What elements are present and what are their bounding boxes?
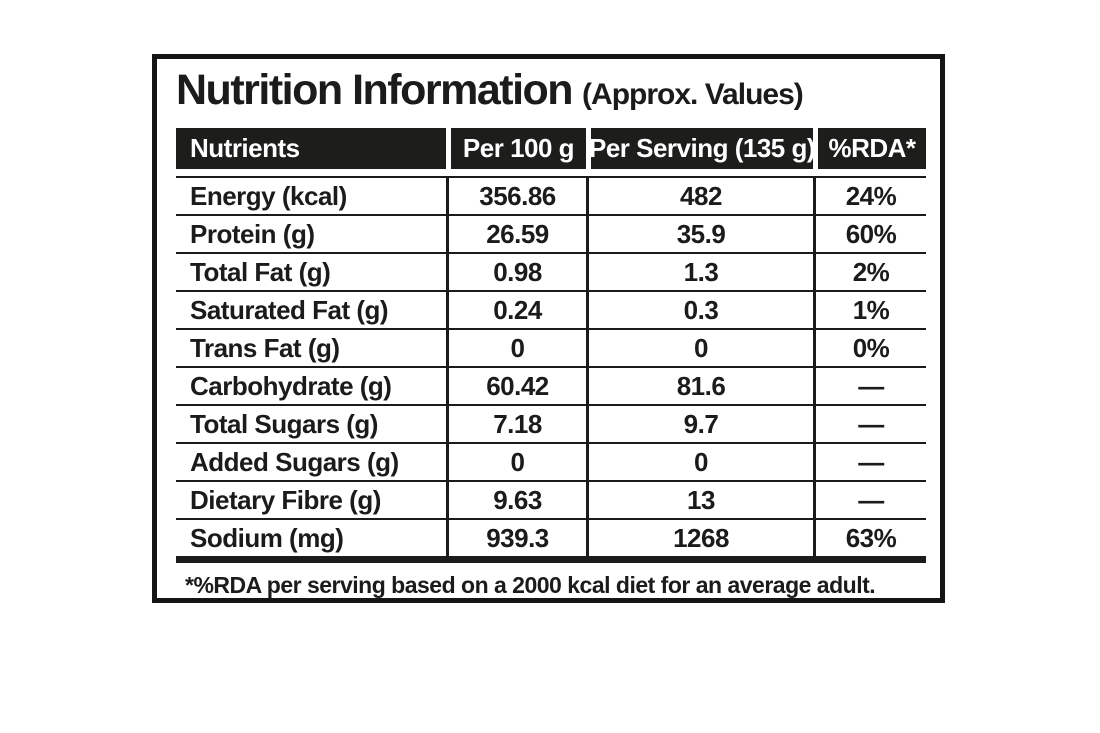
nutrient-name-cell: Saturated Fat (g) [190, 294, 389, 325]
per-serving-cell: 1268 [586, 520, 813, 556]
table-row-added-sugars: Added Sugars (g) 0 0 — [176, 442, 926, 480]
rda-cell: 60% [813, 216, 926, 252]
per-serving-cell: 0 [586, 330, 813, 366]
nutrient-name-cell: Carbohydrate (g) [190, 370, 392, 401]
table-row-sodium: Sodium (mg) 939.3 1268 63% [176, 518, 926, 556]
per-100g-cell: 0 [446, 330, 586, 366]
nutrient-name-cell: Sodium (mg) [190, 522, 344, 553]
per-100g-cell: 0 [446, 444, 586, 480]
rda-cell: 63% [813, 520, 926, 556]
table-row-total-sugars: Total Sugars (g) 7.18 9.7 — [176, 404, 926, 442]
rda-cell: 0% [813, 330, 926, 366]
nutrient-name-cell: Added Sugars (g) [190, 446, 399, 477]
nutrition-label-box: Nutrition Information (Approx. Values) N… [152, 54, 945, 603]
rda-cell: — [813, 482, 926, 518]
rda-cell: 24% [813, 178, 926, 214]
per-100g-cell: 60.42 [446, 368, 586, 404]
nutrient-name-cell: Trans Fat (g) [190, 332, 340, 363]
table-row-protein: Protein (g) 26.59 35.9 60% [176, 214, 926, 252]
header-gap [176, 169, 926, 176]
per-100g-cell: 7.18 [446, 406, 586, 442]
table-row-energy: Energy (kcal) 356.86 482 24% [176, 176, 926, 214]
rda-cell: 2% [813, 254, 926, 290]
table-row-dietary-fibre: Dietary Fibre (g) 9.63 13 — [176, 480, 926, 518]
per-100g-cell: 26.59 [446, 216, 586, 252]
per-serving-cell: 35.9 [586, 216, 813, 252]
per-100g-cell: 9.63 [446, 482, 586, 518]
nutrient-name-cell: Protein (g) [190, 218, 315, 249]
table-row-carbohydrate: Carbohydrate (g) 60.42 81.6 — [176, 366, 926, 404]
nutrient-name-cell: Dietary Fibre (g) [190, 484, 381, 515]
per-100g-cell: 0.98 [446, 254, 586, 290]
rda-cell: 1% [813, 292, 926, 328]
rda-cell: — [813, 406, 926, 442]
header-nutrients: Nutrients [176, 128, 446, 169]
per-serving-cell: 9.7 [586, 406, 813, 442]
header-per-serving: Per Serving (135 g) [586, 128, 816, 169]
nutrient-name-cell: Total Sugars (g) [190, 408, 378, 439]
per-serving-cell: 482 [586, 178, 813, 214]
table-row-total-fat: Total Fat (g) 0.98 1.3 2% [176, 252, 926, 290]
label-title: Nutrition Information (Approx. Values) [176, 66, 940, 121]
per-100g-cell: 939.3 [446, 520, 586, 556]
rda-cell: — [813, 444, 926, 480]
table-row-saturated-fat: Saturated Fat (g) 0.24 0.3 1% [176, 290, 926, 328]
nutrient-name-cell: Energy (kcal) [190, 180, 347, 211]
table-row-trans-fat: Trans Fat (g) 0 0 0% [176, 328, 926, 366]
per-serving-cell: 1.3 [586, 254, 813, 290]
per-100g-cell: 0.24 [446, 292, 586, 328]
rda-cell: — [813, 368, 926, 404]
per-100g-cell: 356.86 [446, 178, 586, 214]
per-serving-cell: 13 [586, 482, 813, 518]
per-serving-cell: 0.3 [586, 292, 813, 328]
label-title-suffix: (Approx. Values) [582, 78, 804, 111]
table-header-row: Nutrients Per 100 g Per Serving (135 g) … [176, 128, 926, 169]
header-rda: %RDA* [813, 128, 926, 169]
nutrition-table: Nutrients Per 100 g Per Serving (135 g) … [176, 128, 926, 599]
header-per-100g: Per 100 g [446, 128, 586, 169]
bottom-thick-rule [176, 556, 926, 563]
nutrient-name-cell: Total Fat (g) [190, 256, 331, 287]
per-serving-cell: 81.6 [586, 368, 813, 404]
label-title-main: Nutrition Information [176, 66, 574, 114]
per-serving-cell: 0 [586, 444, 813, 480]
rda-footnote: *%RDA per serving based on a 2000 kcal d… [185, 572, 876, 598]
